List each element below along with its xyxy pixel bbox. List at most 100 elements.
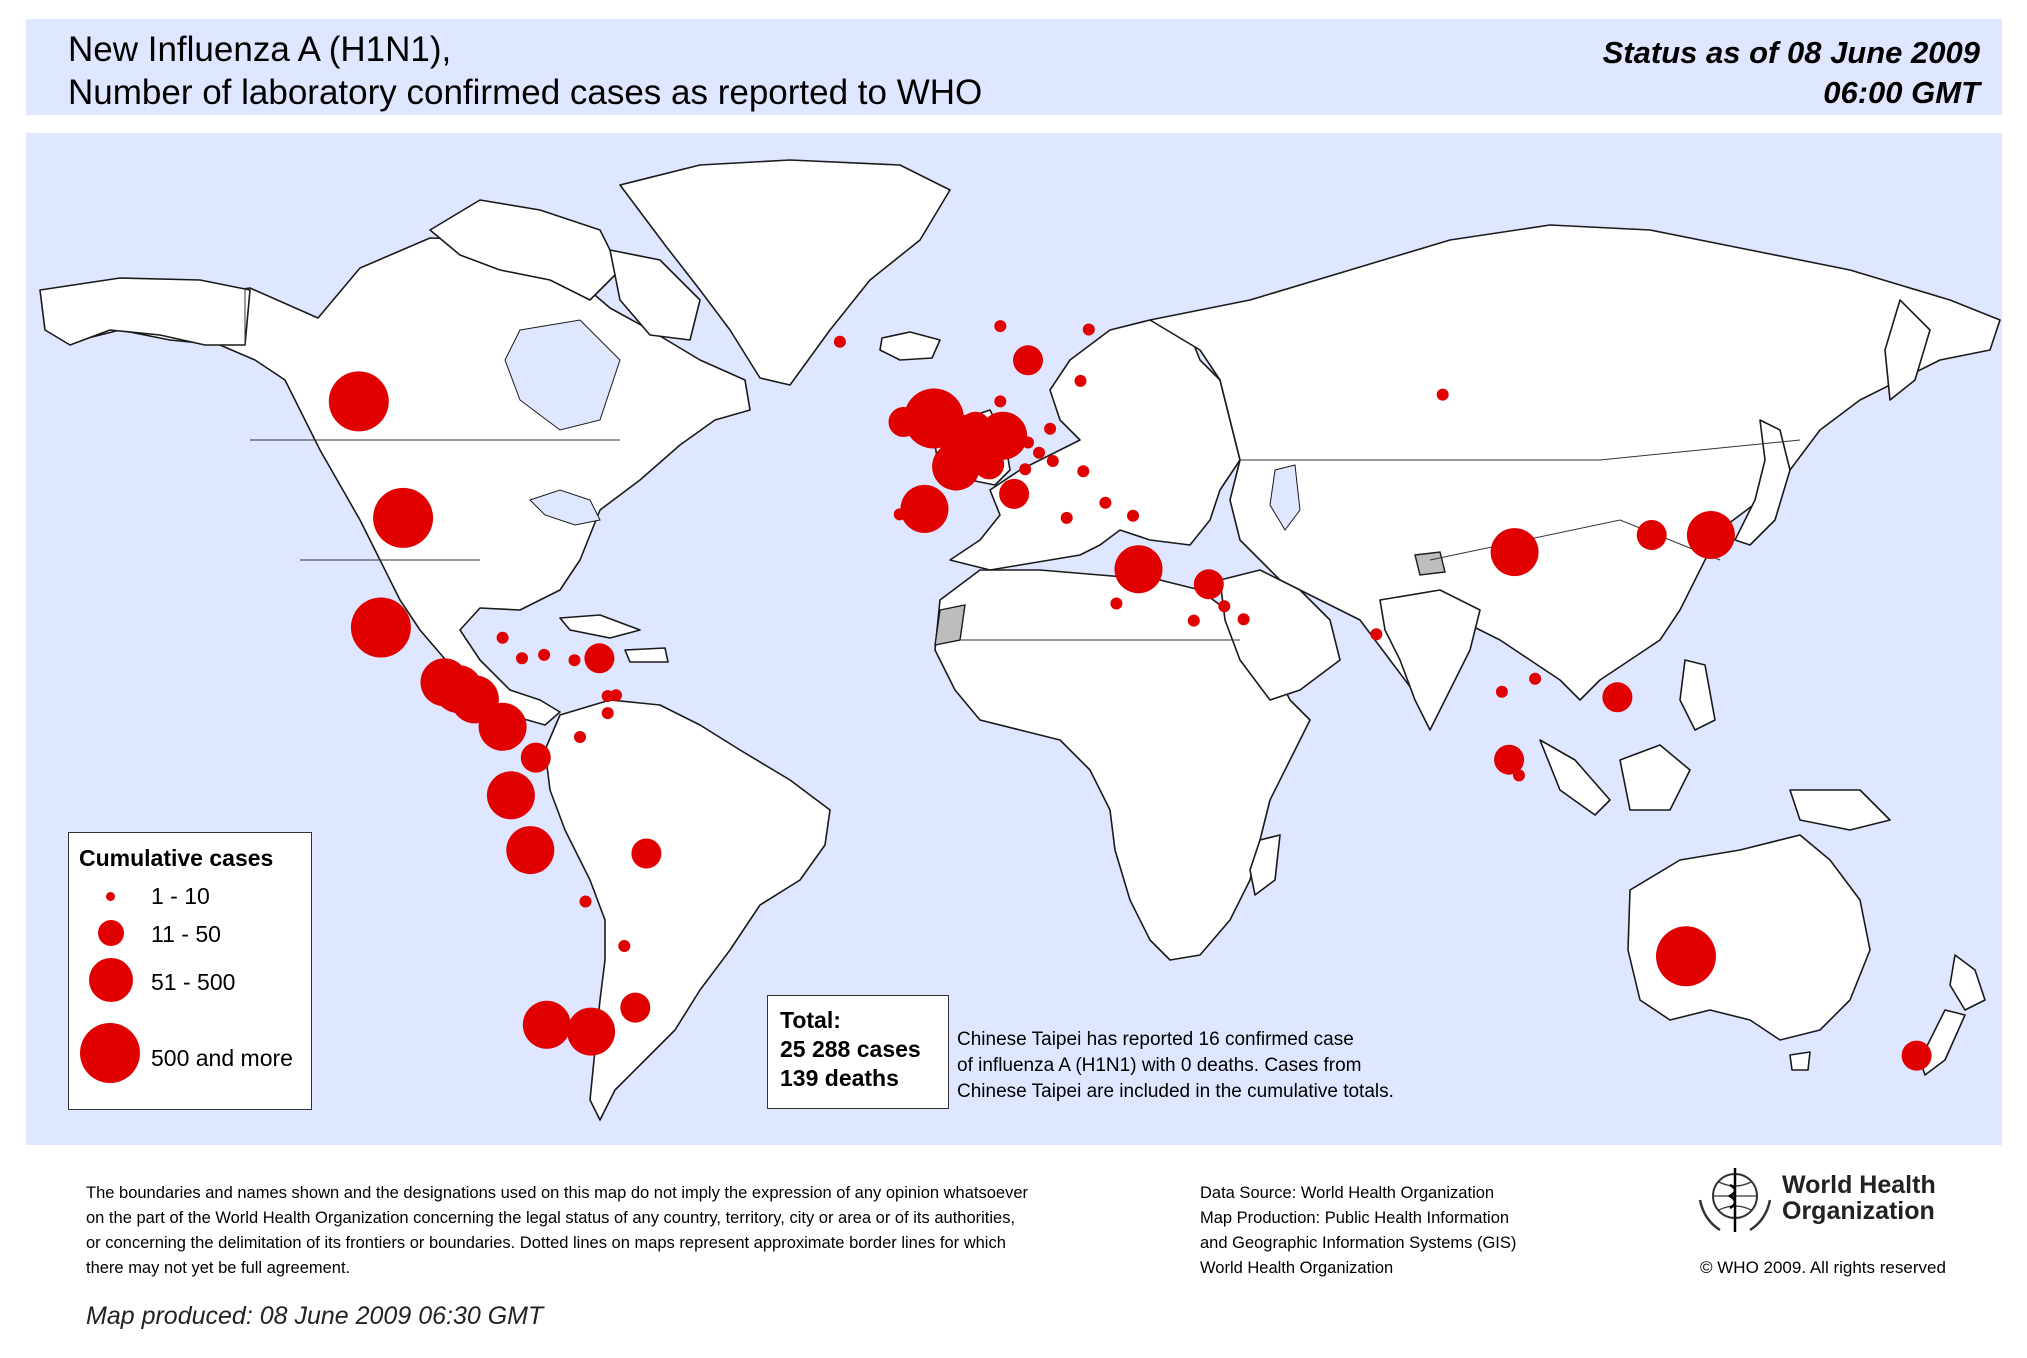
- disclaimer-line-2: on the part of the World Health Organiza…: [86, 1209, 1016, 1227]
- case-marker-medium: [888, 407, 919, 437]
- legend: Cumulative cases 1 - 10 11 - 50 51 - 500…: [68, 832, 312, 1110]
- case-marker-large: [1686, 511, 1735, 559]
- case-marker-small: [1218, 600, 1231, 613]
- case-marker-small: [1370, 628, 1383, 641]
- disclaimer-line-3: or concerning the delimitation of its fr…: [86, 1234, 1006, 1252]
- land-jammu-kashmir: [1414, 551, 1446, 576]
- case-marker-medium: [1901, 1040, 1932, 1071]
- case-marker-large: [506, 826, 555, 875]
- case-marker-large: [478, 702, 527, 751]
- land-greenland: [619, 159, 951, 386]
- case-marker-small: [538, 648, 551, 661]
- taipei-note: Chinese Taipei has reported 16 confirmed…: [957, 1027, 1394, 1105]
- legend-label-large: 51 - 500: [151, 969, 236, 995]
- case-marker-small: [1022, 436, 1034, 449]
- map-title: New Influenza A (H1N1), Number of labora…: [68, 28, 982, 114]
- case-marker-small: [496, 631, 509, 644]
- data-source: Data Source: World Health Organization M…: [1200, 1181, 1516, 1281]
- case-marker-medium: [1602, 682, 1633, 713]
- land-hispaniola: [624, 647, 669, 663]
- title-line-2: Number of laboratory confirmed cases as …: [68, 73, 983, 112]
- land-alaska: [39, 277, 251, 346]
- case-marker-medium: [974, 449, 1005, 480]
- case-marker-small: [1033, 446, 1045, 459]
- source-line-1: Data Source: World Health Organization: [1200, 1184, 1495, 1202]
- case-marker-xlarge: [328, 371, 389, 432]
- border-russia: [1240, 439, 1801, 461]
- legend-dot-medium: [98, 920, 124, 946]
- case-marker-large: [979, 411, 1028, 460]
- case-marker-large: [932, 442, 981, 491]
- org-line-2: Organization: [1782, 1197, 1935, 1225]
- case-marker-small: [1019, 463, 1032, 476]
- land-cuba: [559, 614, 641, 639]
- case-marker-small: [1074, 374, 1087, 387]
- land-philippines: [1679, 659, 1716, 731]
- legend-label-small: 1 - 10: [151, 883, 210, 909]
- case-markers: [328, 320, 1932, 1071]
- case-marker-small: [1044, 422, 1057, 435]
- case-marker-small: [1495, 685, 1508, 698]
- case-marker-medium: [584, 643, 615, 674]
- note-line-2: of influenza A (H1N1) with 0 deaths. Cas…: [957, 1055, 1362, 1076]
- land-new-guinea: [1789, 789, 1891, 831]
- source-line-2: Map Production: Public Health Informatio…: [1200, 1209, 1510, 1227]
- land-kamchatka: [1884, 299, 1931, 401]
- case-marker-small: [1529, 672, 1542, 685]
- case-marker-small: [601, 707, 614, 720]
- case-marker-xlarge: [1656, 926, 1716, 987]
- status-date: Status as of 08 June 2009 06:00 GMT: [1580, 33, 1980, 113]
- legend-label-medium: 11 - 50: [151, 921, 221, 947]
- status-line-1: Status as of 08 June 2009: [1602, 35, 1980, 70]
- land-south-america: [544, 699, 831, 1121]
- source-line-4: World Health Organization: [1200, 1259, 1394, 1277]
- copyright: © WHO 2009. All rights reserved: [1700, 1258, 1946, 1277]
- lake-hudson-bay: [504, 319, 621, 431]
- lake-caspian: [1269, 464, 1301, 531]
- land-japan: [1734, 419, 1791, 546]
- case-marker-small: [568, 654, 581, 667]
- case-marker-small: [1099, 496, 1112, 509]
- land-borneo: [1619, 744, 1691, 811]
- case-marker-small: [574, 731, 586, 743]
- world-map-panel: [26, 133, 2002, 1145]
- case-marker-medium: [631, 838, 662, 869]
- case-marker-xlarge: [373, 487, 434, 548]
- case-marker-small: [1237, 613, 1250, 626]
- land-new-zealand-north: [1949, 954, 1986, 1011]
- case-marker-small: [893, 508, 906, 521]
- source-line-3: and Geographic Information Systems (GIS): [1200, 1234, 1517, 1252]
- case-marker-small: [994, 395, 1007, 408]
- case-marker-small: [1060, 511, 1073, 524]
- case-marker-small: [1082, 323, 1095, 336]
- case-marker-large: [522, 1000, 571, 1049]
- header-bar: [26, 19, 2002, 115]
- world-map: [39, 159, 2001, 1121]
- case-marker-large: [567, 1007, 616, 1056]
- case-marker-small: [1110, 597, 1123, 610]
- disclaimer: The boundaries and names shown and the d…: [86, 1181, 1166, 1281]
- case-marker-large: [1490, 528, 1539, 577]
- note-line-3: Chinese Taipei are included in the cumul…: [957, 1081, 1394, 1102]
- who-emblem-icon: [1698, 1168, 1772, 1232]
- disclaimer-line-4: there may not yet be full agreement.: [86, 1259, 351, 1277]
- note-line-1: Chinese Taipei has reported 16 confirmed…: [957, 1029, 1354, 1050]
- case-marker-small: [579, 895, 592, 908]
- case-marker-medium: [620, 992, 651, 1023]
- case-marker-xlarge: [350, 597, 411, 658]
- case-marker-medium: [1193, 569, 1224, 600]
- map-produced-date: Map produced: 08 June 2009 06:30 GMT: [86, 1302, 544, 1330]
- case-marker-small: [1127, 509, 1139, 522]
- land-western-sahara: [934, 604, 966, 646]
- case-marker-small: [1513, 769, 1525, 782]
- case-marker-small: [1436, 388, 1449, 401]
- case-marker-small: [618, 940, 631, 952]
- case-marker-medium: [999, 478, 1030, 509]
- totals-deaths: 139 deaths: [780, 1065, 899, 1091]
- legend-dot-small: [106, 892, 115, 901]
- totals-cases: 25 288 cases: [780, 1036, 921, 1062]
- land-iceland: [879, 331, 941, 361]
- case-marker-medium: [520, 742, 551, 773]
- land-india: [1379, 589, 1481, 731]
- case-marker-small: [1046, 455, 1059, 467]
